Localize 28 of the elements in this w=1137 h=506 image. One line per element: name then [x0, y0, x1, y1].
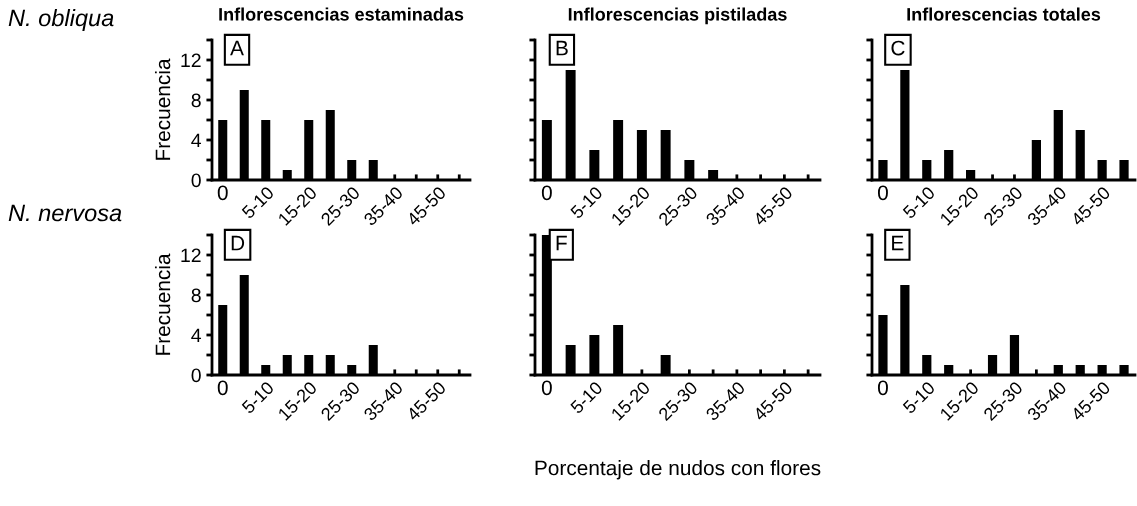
- y-axis-title: Frecuencia: [154, 58, 171, 160]
- y-tick-label: 0: [191, 368, 201, 383]
- x-tick-label: 0: [541, 380, 552, 396]
- y-tick-label: 8: [191, 93, 201, 108]
- x-axis-title: Porcentaje de nudos con flores: [535, 460, 821, 480]
- annotation: E: [892, 235, 904, 251]
- y-tick-label: 12: [181, 53, 201, 68]
- y-tick-label: 0: [191, 173, 201, 188]
- annotation: F: [556, 235, 567, 251]
- x-tick-label: 0: [217, 380, 228, 396]
- x-tick-label: 0: [541, 185, 552, 201]
- y-tick-label: 4: [191, 328, 202, 343]
- x-tick-label: 0: [217, 185, 228, 201]
- x-tick-label: 0: [877, 380, 888, 396]
- x-tick-label: 0: [877, 185, 888, 201]
- annotation: D: [231, 235, 245, 251]
- chart-title: Inflorescencias estaminadas: [219, 7, 464, 21]
- text: N. nervosa: [8, 204, 122, 222]
- chart-title: Inflorescencias totales: [907, 7, 1101, 21]
- y-tick-label: 4: [191, 133, 202, 148]
- y-tick-label: 8: [191, 288, 201, 303]
- annotation: C: [891, 40, 905, 56]
- annotation: B: [556, 40, 568, 56]
- text: N. obliqua: [8, 9, 114, 31]
- annotation: A: [230, 40, 244, 56]
- y-axis-title: Frecuencia: [154, 253, 171, 355]
- chart-title: Inflorescencias pistiladas: [568, 7, 787, 25]
- y-tick-label: 12: [181, 248, 201, 263]
